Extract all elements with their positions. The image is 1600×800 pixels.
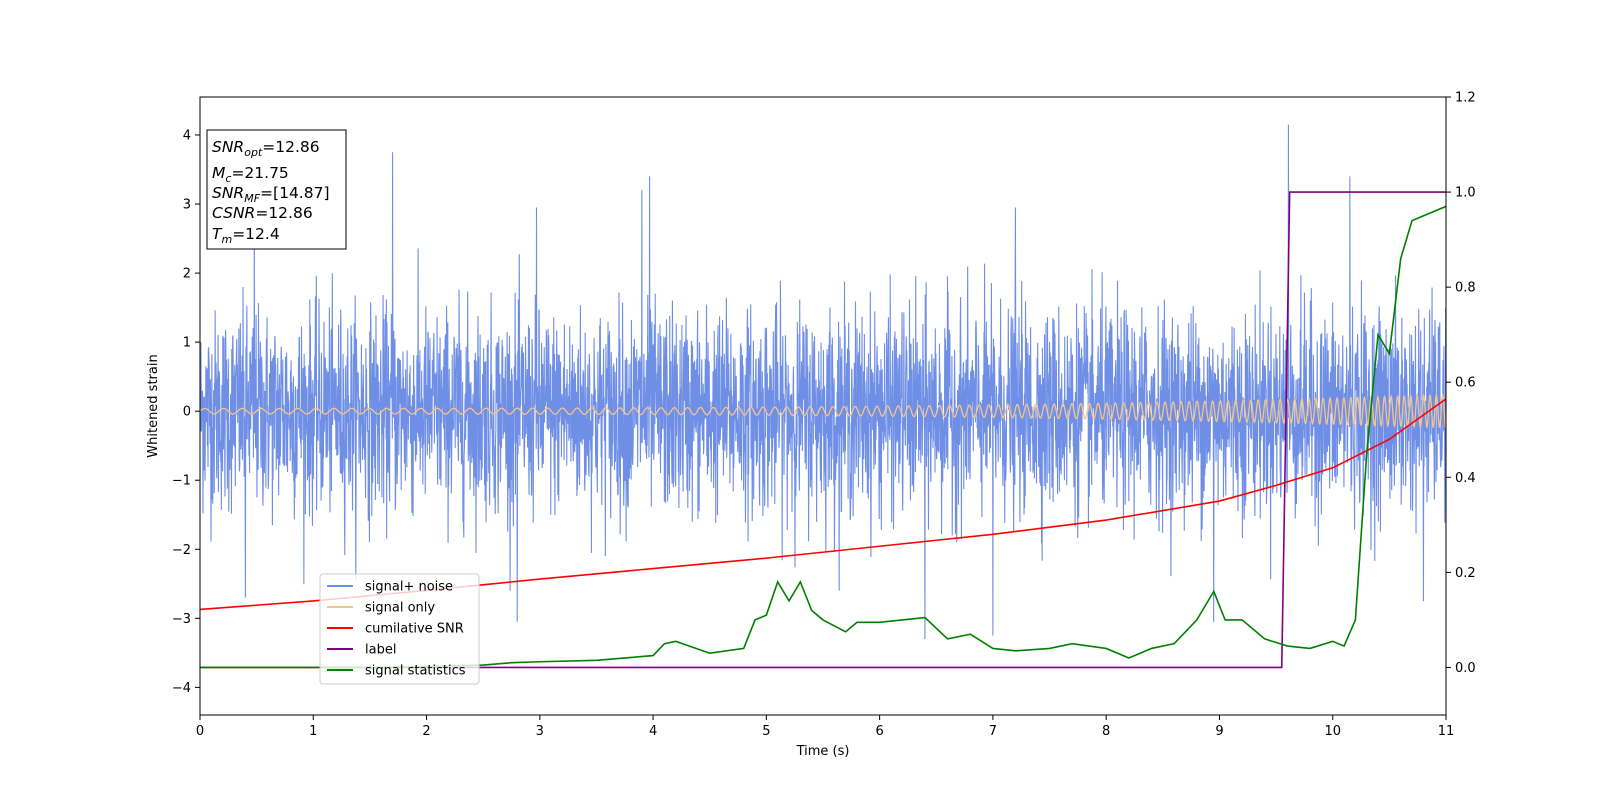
y-tick-label: −4 (172, 681, 191, 696)
info-snr-mf: SNRMF=[14.87] (212, 184, 330, 205)
y-tick-label: 0 (183, 405, 191, 420)
series-line-signal-statistics (200, 205, 1446, 669)
y-tick-label: 4 (183, 128, 191, 143)
x-tick-label: 2 (422, 724, 430, 739)
y2-tick-label: 0.0 (1455, 661, 1476, 676)
y2-tick-label: 0.8 (1455, 281, 1476, 296)
x-tick-label: 6 (875, 724, 883, 739)
series-line-label (200, 191, 1446, 669)
info-box-frame (206, 129, 347, 250)
y2-tick-label: 1.2 (1455, 91, 1476, 106)
legend-label: signal only (365, 601, 435, 616)
x-axis-label: Time (s) (796, 744, 850, 759)
info-tm: Tm=12.4 (212, 225, 280, 246)
series-line-signal-noise (200, 124, 1446, 640)
y2-tick-label: 0.2 (1455, 566, 1476, 581)
y-tick-label: 2 (183, 267, 191, 282)
x-tick-label: 4 (649, 724, 657, 739)
x-tick-label: 3 (536, 724, 544, 739)
x-tick-label: 10 (1324, 724, 1341, 739)
axes-frame (199, 96, 1447, 716)
x-tick-label: 9 (1215, 724, 1223, 739)
x-tick-label: 0 (196, 724, 204, 739)
x-tick-label: 1 (309, 724, 317, 739)
info-csnr: CSNR=12.86 (212, 204, 313, 222)
legend-label: signal+ noise (365, 580, 453, 595)
info-snr-opt: SNRopt=12.86 (212, 138, 320, 159)
y-tick-label: −3 (172, 612, 191, 627)
y-tick-label: −2 (172, 543, 191, 558)
series-line-signal-only (200, 392, 1446, 430)
legend-label: cumilative SNR (365, 622, 464, 637)
x-tick-label: 11 (1438, 724, 1455, 739)
y2-tick-label: 0.4 (1455, 471, 1476, 486)
legend-frame (319, 573, 480, 685)
x-tick-label: 5 (762, 724, 770, 739)
y-tick-label: 3 (183, 198, 191, 213)
legend: signal+ noise signal only cumilative SNR la… (319, 573, 480, 685)
info-mc: Mc=21.75 (212, 164, 289, 185)
y2-tick-label: 0.6 (1455, 376, 1476, 391)
legend-label: signal statistics (365, 664, 466, 679)
legend-label: label (365, 643, 396, 658)
y-axis-label: Whitened strain (146, 354, 161, 457)
y-tick-label: 1 (183, 336, 191, 351)
info-box: SNRopt=12.86 Mc=21.75SNRMF=[14.87]CSNR=12… (206, 129, 347, 250)
tick-layer: 0 1 2 3 4 5 6 7 8 9 10 11 −4 −3 −2 −1 0 1 2 3 4 0.0 0.2 0.4 0.6 0… (172, 91, 1476, 740)
x-tick-label: 8 (1102, 724, 1110, 739)
y-tick-label: −1 (172, 474, 191, 489)
y2-tick-label: 1.0 (1455, 186, 1476, 201)
x-tick-label: 7 (989, 724, 997, 739)
